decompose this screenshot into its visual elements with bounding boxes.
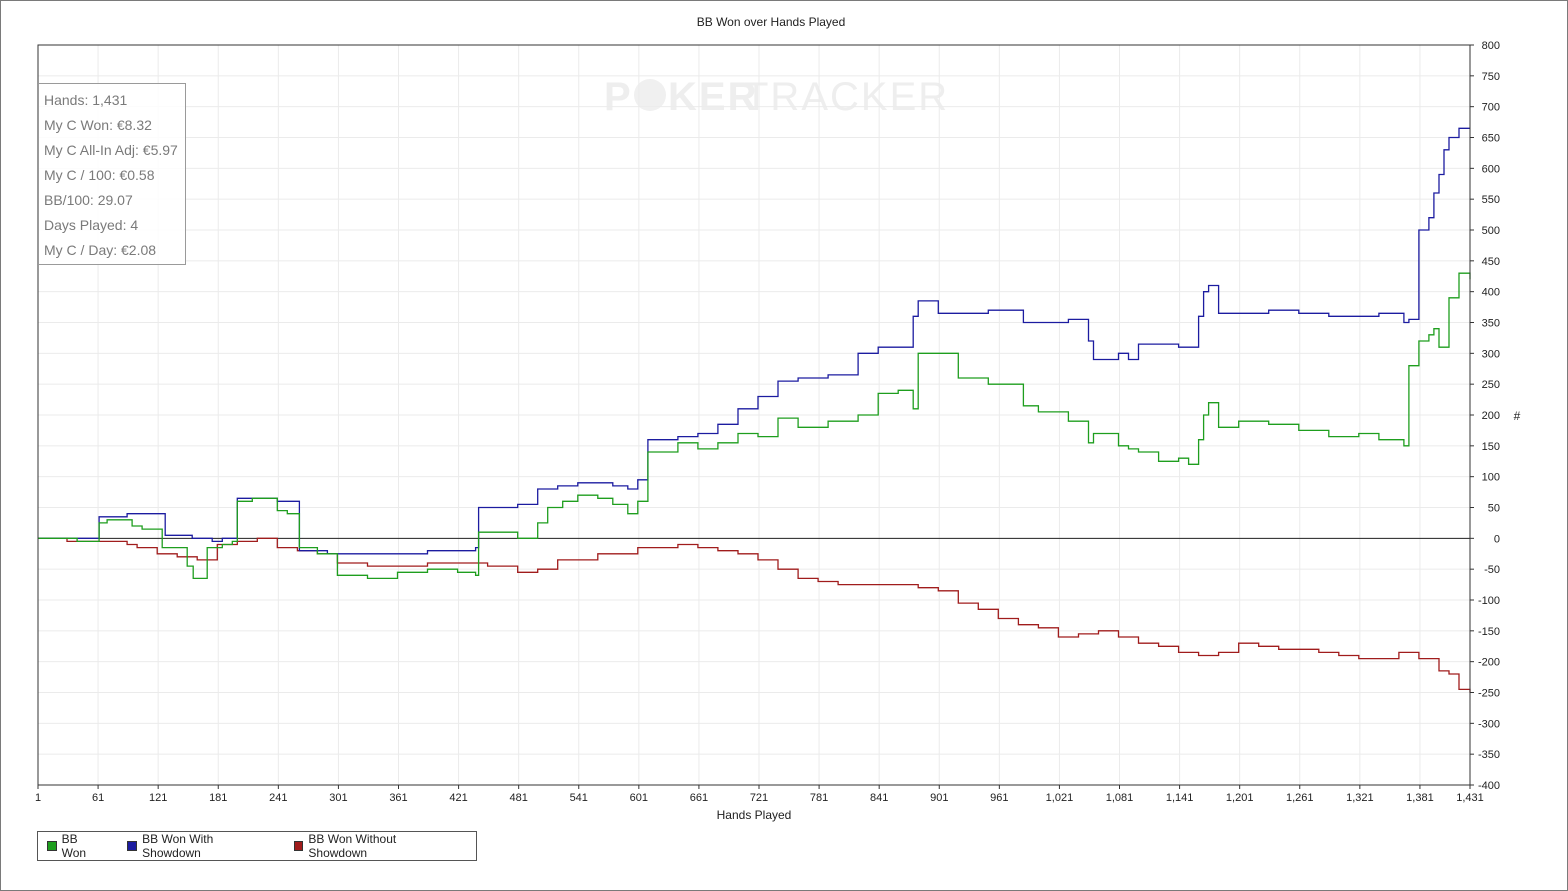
x-tick-label: 181 [209,792,227,804]
y-tick-label: 700 [1482,102,1500,114]
y-axis-title: # [1514,409,1521,423]
series-line-bb-won-with-showdown [38,127,1470,555]
y-tick-label: -200 [1478,657,1500,669]
y-axis: -400 -350 -300 -250 -200 -150 -100 -50 0 50 100 150… [1470,40,1500,792]
y-tick-label: 650 [1482,133,1500,145]
x-tick-label: 541 [570,792,588,804]
x-tick-label: 121 [149,792,167,804]
x-tick-label: 841 [870,792,888,804]
y-tick-label: 600 [1482,163,1500,175]
y-tick-label: 50 [1488,503,1500,515]
legend-item-bb-won-with-showdown[interactable]: BB Won With Showdown [127,832,269,860]
x-tick-label: 1,381 [1406,792,1434,804]
watermark-tracker: TRACKER [744,75,949,119]
stat-all-in-adj: My C All-In Adj: €5.97 [44,142,178,158]
stat-my-c-per-100: My C / 100: €0.58 [44,167,155,183]
y-tick-label: -400 [1478,780,1500,792]
series-line-bb-won-without-showdown [38,537,1471,693]
x-axis: 1 61 121 181 241 301 361 421 481 541 601 661 721 781 8… [35,785,1484,804]
x-tick-label: 1,081 [1106,792,1134,804]
x-tick-label: 721 [750,792,768,804]
legend-label: BB Won [61,832,87,860]
chart-title: BB Won over Hands Played [697,15,846,29]
y-tick-label: 200 [1482,410,1500,422]
x-tick-label: 1,431 [1456,792,1484,804]
y-tick-label: 800 [1482,40,1500,52]
x-tick-label: 601 [630,792,648,804]
y-tick-label: 250 [1482,379,1500,391]
y-tick-label: 500 [1482,225,1500,237]
y-tick-label: -150 [1478,626,1500,638]
chart-legend: BB Won BB Won With Showdown BB Won Witho… [37,831,477,861]
legend-swatch-icon [127,841,138,851]
pokertracker-watermark: P KER TRACKER [604,75,949,119]
x-tick-label: 1,261 [1286,792,1314,804]
stat-days-played: Days Played: 4 [44,217,139,233]
x-tick-label: 1,021 [1046,792,1074,804]
watermark-chip-icon [634,79,666,111]
x-tick-label: 781 [810,792,828,804]
watermark-ker: KER [668,75,758,119]
y-tick-label: 400 [1482,287,1500,299]
y-tick-label: -350 [1478,749,1500,761]
y-tick-label: 350 [1482,318,1500,330]
x-tick-label: 421 [449,792,467,804]
legend-swatch-icon [47,841,57,851]
x-tick-label: 361 [389,792,407,804]
series-lines [38,127,1471,693]
x-tick-label: 1,201 [1226,792,1254,804]
y-tick-label: -50 [1484,564,1500,576]
y-tick-label: -300 [1478,718,1500,730]
stat-my-c-won: My C Won: €8.32 [44,117,152,133]
x-axis-title: Hands Played [717,808,792,822]
stat-my-c-per-day: My C / Day: €2.08 [44,242,157,258]
y-tick-label: 150 [1482,441,1500,453]
legend-label: BB Won Without Showdown [308,832,397,860]
x-tick-label: 661 [690,792,708,804]
x-tick-label: 61 [92,792,104,804]
legend-item-bb-won-without-showdown[interactable]: BB Won Without Showdown [293,832,452,860]
y-tick-label: 550 [1482,194,1500,206]
grid [37,44,1471,786]
x-tick-label: 1,321 [1346,792,1374,804]
x-tick-label: 481 [509,792,527,804]
x-tick-label: 301 [329,792,347,804]
y-tick-label: 300 [1482,348,1500,360]
legend-swatch-icon [293,841,304,851]
x-tick-label: 901 [930,792,948,804]
x-tick-label: 961 [990,792,1008,804]
watermark-p: P [604,75,633,119]
x-tick-label: 1 [35,792,41,804]
y-tick-label: 0 [1494,533,1500,545]
legend-label: BB Won With Showdown [142,832,214,860]
y-tick-label: -100 [1478,595,1500,607]
y-tick-label: 100 [1482,472,1500,484]
stat-hands: Hands: 1,431 [44,92,128,108]
legend-item-bb-won[interactable]: BB Won [47,832,103,860]
stats-panel: Hands: 1,431 My C Won: €8.32 My C All-In… [38,83,186,265]
series-line-bb-won [38,272,1471,580]
x-tick-label: 241 [269,792,287,804]
y-tick-label: 450 [1482,256,1500,268]
stat-bb-per-100: BB/100: 29.07 [44,192,133,208]
x-tick-label: 1,141 [1166,792,1194,804]
y-tick-label: 750 [1482,71,1500,83]
y-tick-label: -250 [1478,688,1500,700]
